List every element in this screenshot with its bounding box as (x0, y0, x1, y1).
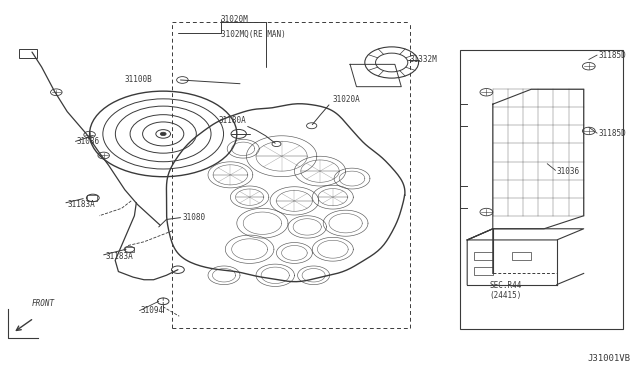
Text: 31020M: 31020M (221, 15, 248, 24)
Circle shape (160, 132, 166, 136)
Text: 31185D: 31185D (598, 51, 626, 60)
Text: 31094: 31094 (141, 306, 164, 315)
Bar (512, 252, 531, 260)
Bar (474, 252, 493, 260)
Text: 31086: 31086 (77, 137, 100, 146)
Bar (460, 50, 623, 329)
Text: 31332M: 31332M (410, 55, 437, 64)
Text: 31100B: 31100B (125, 76, 152, 84)
Text: 31080: 31080 (182, 213, 205, 222)
Text: 31180A: 31180A (219, 116, 246, 125)
Text: 31185D: 31185D (598, 129, 626, 138)
Text: 31183A: 31183A (106, 252, 133, 261)
Bar (87, 195, 97, 201)
Text: 3102MQ(RE MAN): 3102MQ(RE MAN) (221, 30, 285, 39)
Text: 31036: 31036 (557, 167, 580, 176)
Text: 31183A: 31183A (67, 200, 95, 209)
Text: J31001VB: J31001VB (588, 354, 630, 363)
Text: SEC.R44
(24415): SEC.R44 (24415) (490, 281, 522, 300)
Text: FRONT: FRONT (32, 299, 55, 308)
Bar (125, 247, 134, 252)
Bar (19, 49, 37, 58)
Bar (474, 267, 493, 275)
Text: 31020A: 31020A (333, 95, 360, 104)
